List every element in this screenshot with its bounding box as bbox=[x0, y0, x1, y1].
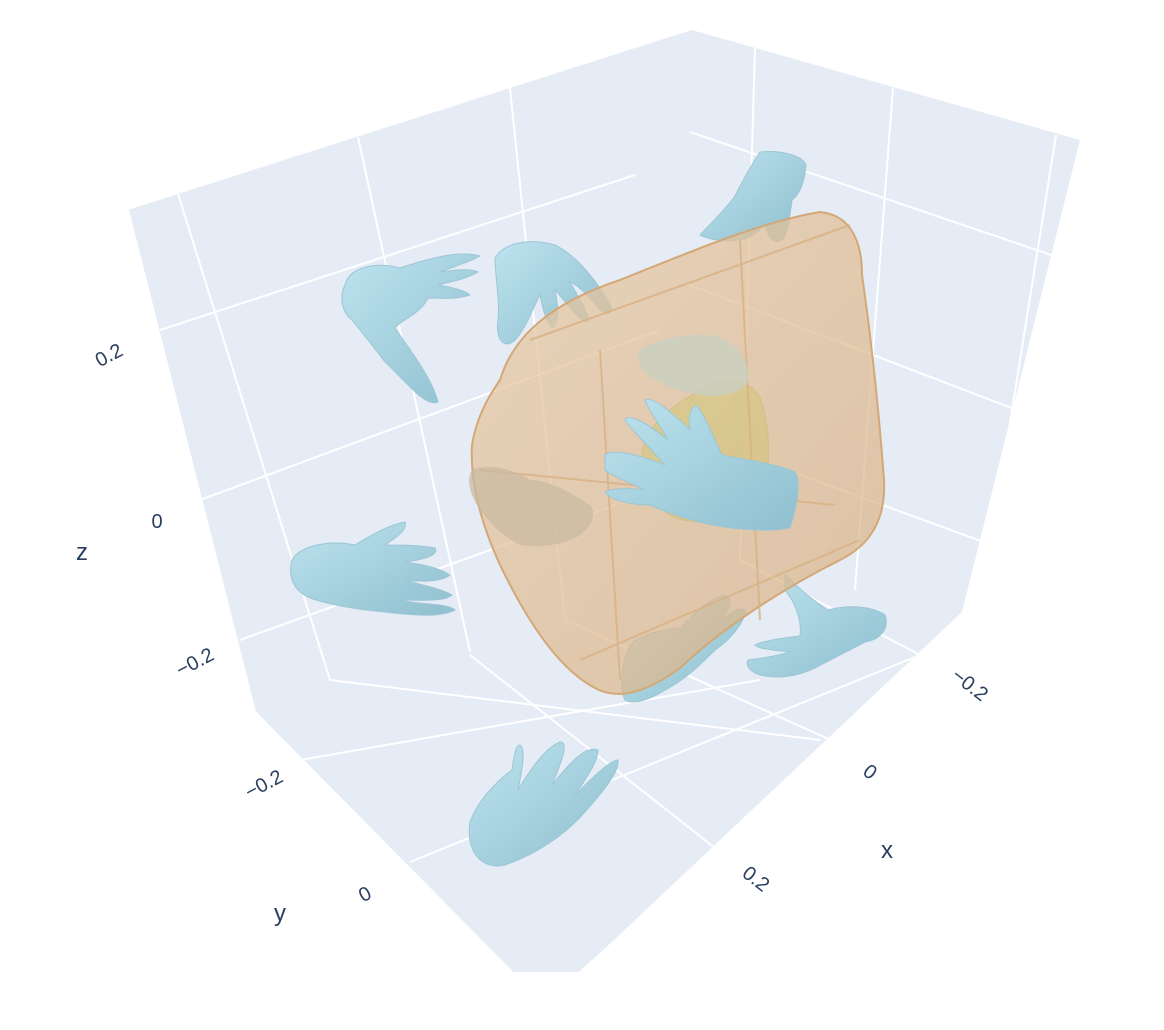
hand-mesh-9 bbox=[637, 334, 749, 397]
x-axis-title: x bbox=[881, 837, 893, 864]
z-tick-label: −0.2 bbox=[173, 644, 218, 682]
hand-mesh-8 bbox=[604, 398, 799, 531]
axis-edges bbox=[127, 209, 976, 973]
x-tick-label: 0 bbox=[859, 760, 881, 784]
z-tick-label: 0.2 bbox=[92, 339, 127, 371]
z-tick-label: 0 bbox=[151, 511, 162, 533]
hand-mesh-10 bbox=[469, 466, 594, 547]
hand-mesh-4 bbox=[290, 521, 456, 616]
z-axis-title: z bbox=[76, 539, 88, 566]
y-tick-label: −0.2 bbox=[242, 766, 287, 804]
hand-mesh-6 bbox=[746, 573, 887, 678]
y-tick-label: 0 bbox=[355, 882, 375, 907]
hand-mesh-1 bbox=[341, 253, 482, 404]
x-tick-label: −0.2 bbox=[947, 664, 992, 706]
y-axis-title: y bbox=[274, 900, 286, 927]
x-tick-label: 0.2 bbox=[738, 862, 773, 896]
hand-mesh-5 bbox=[468, 741, 619, 867]
